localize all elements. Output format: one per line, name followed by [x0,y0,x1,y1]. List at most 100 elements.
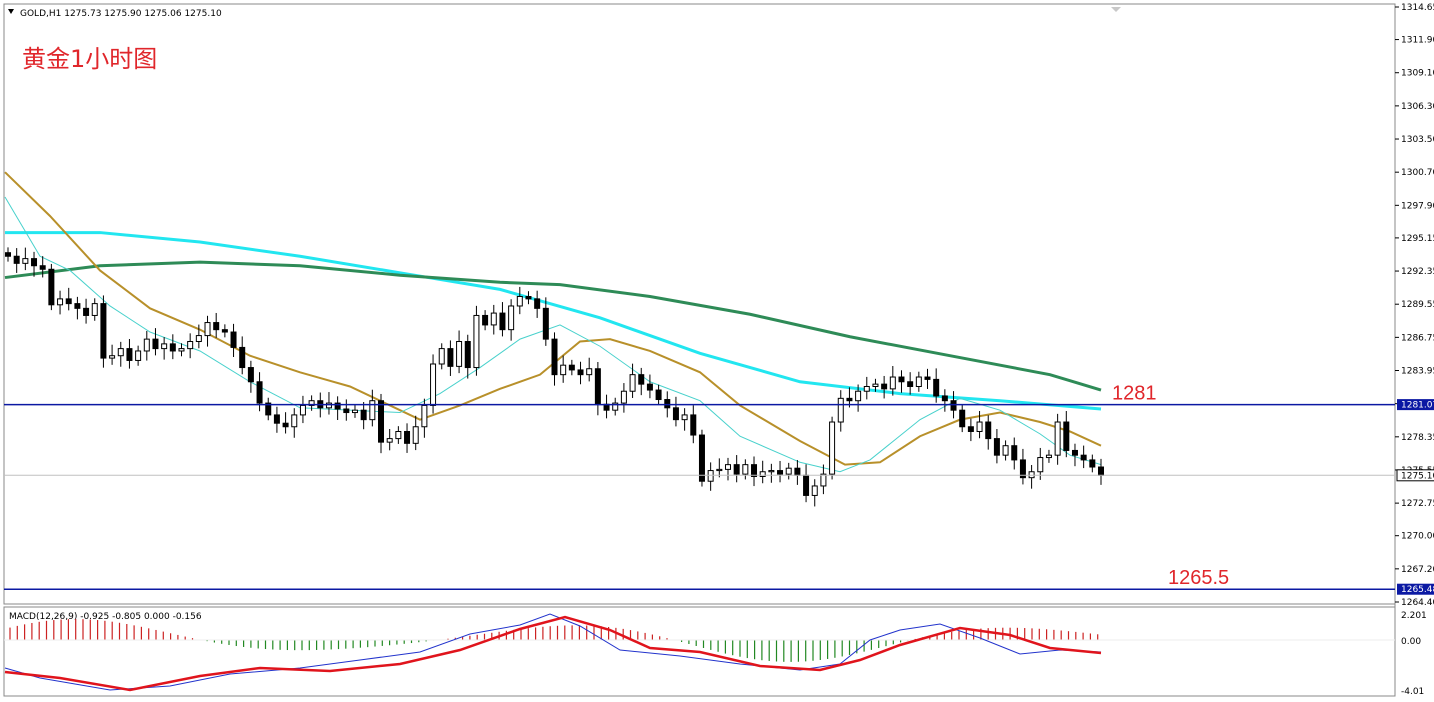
candle-body [733,464,740,475]
candle-body [1089,459,1096,468]
candle-body [334,402,341,410]
macd-tick-bottom: -4.01 [1401,687,1424,697]
chart-title: 黄金1小时图 [22,45,157,73]
support-tag: 1265.48 [1397,583,1434,595]
candle-body [646,383,653,391]
candle-body [941,395,948,402]
candle-body [213,322,220,331]
ma-cyan-line [5,231,1102,411]
candle-body [291,414,298,428]
candle-body [915,376,922,387]
macd-label: MACD(12,26,9) -0.925 -0.805 0.000 -0.156 [9,612,202,622]
candle-body [508,305,515,331]
candle-body [664,399,671,409]
candle-body [820,473,827,487]
candle-body [308,400,315,406]
candle-body [1019,459,1026,479]
candle-body [421,404,428,428]
candle-body [230,331,237,348]
candles [5,247,1104,507]
candle-body [1045,454,1052,459]
candle-body [907,381,914,387]
ma-green-line [4,260,1102,392]
candle-body [430,363,437,406]
candle-body [638,374,645,385]
candle-body [629,374,636,392]
candle-body [22,258,29,264]
candle-body [950,400,957,411]
candle-body [742,464,749,475]
svg-text:1275.10: 1275.10 [1401,471,1434,481]
candle-body [889,376,896,390]
candle-body [135,350,142,361]
candle-body [265,402,272,416]
candle-body [933,378,940,397]
candle-body [447,348,454,367]
candle-body [1054,421,1061,456]
candle-body [1028,471,1035,479]
candle-body [612,402,619,411]
candle-body [1063,421,1070,451]
candle-body [560,364,567,376]
macd-tick-zero: 0.00 [1401,637,1421,647]
candle-body [31,258,38,267]
candle-body [195,335,202,343]
candle-body [568,364,575,371]
candle-body [724,464,731,470]
candle-body [256,381,263,404]
candle-body [74,303,81,309]
symbol-label: GOLD,H1 1275.73 1275.90 1275.06 1275.10 [20,9,222,19]
candle-body [187,341,194,350]
y-tick-label: 1289.55 [1401,300,1434,310]
candle-body [785,467,792,475]
y-tick-label: 1309.10 [1401,69,1434,79]
candle-body [386,438,393,443]
candle-body [655,389,662,401]
candle-body [482,314,489,326]
moving-averages [4,171,1102,473]
candle-body [1011,445,1018,461]
y-tick-label: 1270.00 [1401,532,1434,542]
candle-body [1071,449,1078,456]
candle-body [594,368,601,405]
candle-body [152,338,159,350]
candle-body [464,341,471,369]
macd-signal-line [4,615,1102,692]
candle-body [273,414,280,424]
y-tick-label: 1303.50 [1401,135,1434,145]
current-price-tag: 1275.10 [1396,469,1434,482]
candle-body [690,414,697,436]
candle-body [898,376,905,383]
candle-body [65,298,72,305]
dropdown-arrow-icon[interactable] [8,9,14,14]
candle-body [985,421,992,440]
candle-body [959,409,966,428]
candle-body [1002,445,1009,456]
y-tick-label: 1297.90 [1401,201,1434,211]
y-tick-label: 1314.65 [1401,3,1434,13]
y-tick-label: 1306.30 [1401,102,1434,112]
candle-body [161,343,168,350]
candle-body [204,322,211,337]
candle-body [681,414,688,421]
candle-body [39,265,46,270]
y-tick-label: 1278.35 [1401,433,1434,443]
macd-tick-top: 2.201 [1401,611,1427,621]
candle-body [863,385,870,392]
candle-body [967,426,974,432]
candle-body [586,368,593,376]
candle-body [169,343,176,352]
candle-body [221,329,228,333]
candle-body [534,298,541,309]
scroll-marker-icon[interactable] [1111,7,1121,12]
y-tick-label: 1286.75 [1401,333,1434,343]
svg-text:1281.07: 1281.07 [1401,401,1434,411]
candle-body [378,400,385,443]
candle-body [707,470,714,482]
candle-body [282,422,289,428]
candle-body [829,421,836,475]
candle-body [542,307,549,340]
candle-body [716,468,723,472]
